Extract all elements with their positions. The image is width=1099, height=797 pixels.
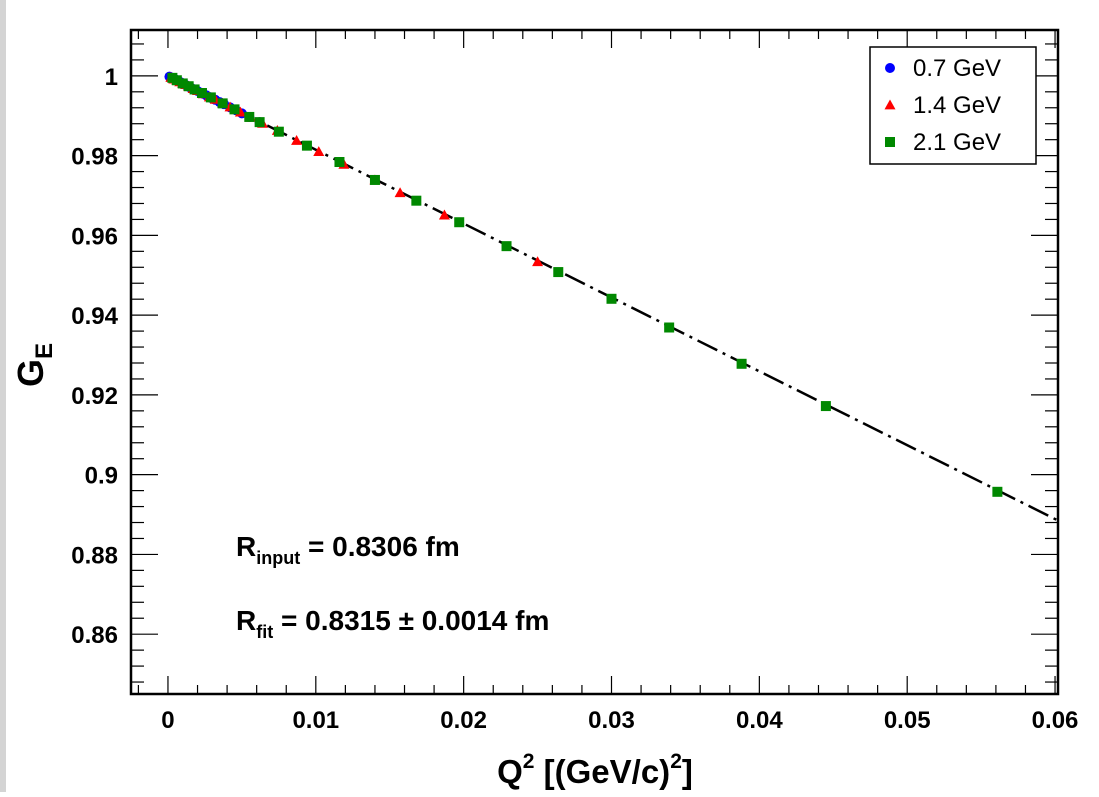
annotation-r-input-sub: input	[256, 548, 300, 568]
legend-box	[869, 46, 1037, 165]
y-tick-label: 1	[105, 64, 118, 91]
legend-label-1.4-gev: 1.4 GeV	[913, 92, 1001, 119]
data-point	[291, 134, 303, 145]
y-tick-label: 0.86	[71, 622, 118, 649]
data-point	[177, 78, 188, 89]
x-axis-title: Q2 [(GeV/c)2]	[497, 750, 693, 790]
annotation-r-input-value: = 0.8306 fm	[300, 531, 460, 562]
y-tick-label: 0.92	[71, 383, 118, 410]
data-point	[301, 140, 312, 151]
annotation-r-input-main: R	[236, 531, 256, 562]
x-tick-label: 0.05	[884, 707, 931, 734]
data-point	[205, 92, 216, 103]
legend-marker-1.4-gev	[884, 99, 896, 110]
legend: 0.7 GeV 1.4 GeV 2.1 GeV	[869, 46, 1037, 165]
y-tick-label: 0.9	[85, 463, 118, 490]
data-point	[664, 322, 675, 333]
x-tick-label: 0.03	[588, 707, 635, 734]
legend-label-2.1-gev: 2.1 GeV	[913, 129, 1001, 156]
x-axis-title-base: Q	[497, 753, 523, 790]
x-tick-label: 0.02	[440, 707, 487, 734]
x-axis-title-unit: [(GeV/c)	[534, 753, 670, 790]
annotation-r-fit-main: R	[236, 605, 256, 636]
data-point	[369, 174, 380, 185]
data-point	[244, 111, 255, 122]
x-axis-title-sup: 2	[523, 750, 535, 773]
data-point	[501, 241, 512, 252]
data-point	[254, 117, 265, 128]
data-point	[229, 104, 240, 115]
y-tick-label: 0.88	[71, 542, 118, 569]
y-tick-label: 0.96	[71, 223, 118, 250]
x-axis-title-unit-sup: 2	[670, 750, 682, 773]
data-point	[273, 126, 284, 137]
annotation-r-fit: Rfit = 0.8315 ± 0.0014 fm	[236, 605, 549, 642]
x-tick-label: 0.04	[736, 707, 783, 734]
data-point	[553, 267, 564, 278]
data-point	[411, 195, 422, 206]
legend-marker-0.7-gev	[885, 63, 895, 73]
data-point	[992, 486, 1003, 497]
annotation-r-fit-value: = 0.8315 ± 0.0014 fm	[273, 605, 549, 636]
data-point	[334, 157, 345, 168]
data-point	[183, 81, 194, 92]
y-axis-title: GE	[10, 343, 58, 387]
legend-marker-2.1-gev	[885, 137, 895, 147]
x-tick-label: 0	[161, 707, 174, 734]
series-2.1-gev	[167, 72, 1003, 497]
legend-label-0.7-gev: 0.7 GeV	[913, 55, 1001, 82]
data-point	[606, 293, 617, 304]
data-point	[532, 256, 544, 267]
data-point	[313, 146, 325, 157]
x-axis-title-unit-close: ]	[682, 753, 693, 790]
annotation-r-input: Rinput = 0.8306 fm	[236, 531, 460, 568]
plot-frame	[129, 28, 1060, 696]
y-tick-label: 0.94	[71, 303, 118, 330]
data-point	[454, 217, 465, 228]
x-tick-label: 0.06	[1032, 707, 1079, 734]
y-tick-label: 0.98	[71, 144, 118, 171]
y-axis-title-sub: E	[31, 343, 58, 359]
data-point	[189, 84, 200, 95]
data-point	[217, 98, 228, 109]
data-point	[438, 209, 450, 220]
data-point	[820, 401, 831, 412]
left-edge-strip	[0, 0, 6, 792]
data-point	[196, 88, 207, 99]
data-point	[394, 187, 406, 198]
annotation-r-fit-sub: fit	[256, 622, 273, 642]
data-point	[171, 75, 182, 86]
data-point	[736, 358, 747, 369]
y-axis-title-base: G	[10, 359, 51, 387]
x-tick-label: 0.01	[292, 707, 339, 734]
